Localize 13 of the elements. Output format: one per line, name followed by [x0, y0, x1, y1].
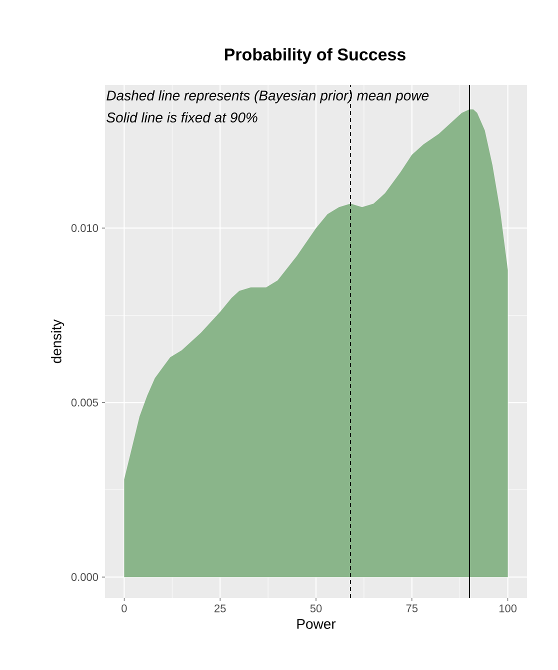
x-tick-label: 100 [499, 604, 517, 612]
annotation: Solid line is fixed at 90% [106, 112, 258, 122]
chart-title: Probability of Success [224, 48, 406, 64]
y-tick-label: 0.005 [71, 398, 98, 406]
y-tick-label: 0.010 [71, 224, 98, 232]
x-tick-label: 0 [122, 604, 127, 612]
x-axis-title: Power [297, 619, 336, 629]
x-tick-label: 75 [406, 604, 418, 612]
y-axis-title: density [51, 319, 64, 364]
annotation: Dashed line represents (Bayesian prior) mean powe [106, 90, 429, 104]
y-tick-label: 0.000 [71, 573, 98, 581]
x-tick-label: 25 [214, 604, 226, 612]
x-tick-label: 50 [310, 604, 322, 612]
